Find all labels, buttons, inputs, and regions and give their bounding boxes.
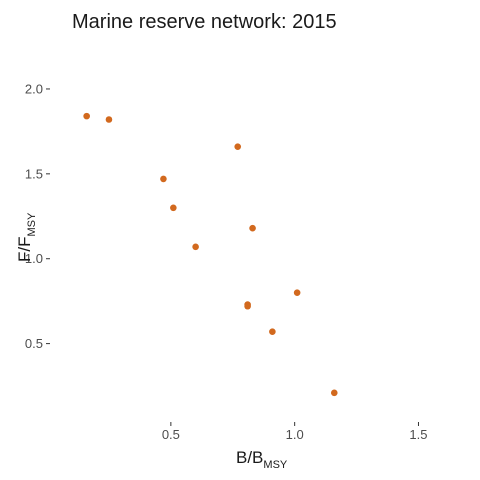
y-tick-label: 2.0 [25,81,43,96]
x-axis: 0.5 1.0 1.5 [162,422,428,442]
data-point [170,204,177,212]
data-point [160,175,167,183]
data-point [293,289,301,296]
data-point [249,224,256,232]
x-tick-label: 0.5 [162,427,180,442]
x-axis-title-main: B/B [236,448,263,467]
chart-title: Marine reserve network: 2015 [72,11,337,33]
x-tick-label: 1.5 [409,427,427,442]
y-axis-title-main: F/F [15,237,34,263]
y-axis-title-sub: MSY [26,212,38,237]
data-points [83,112,338,397]
y-tick-label: 1.0 [25,251,43,266]
y-axis: 0.5 1.0 1.5 2.0 [25,81,50,351]
y-tick-label: 0.5 [25,336,43,351]
x-axis-title: B/BMSY [236,448,288,471]
y-axis-title: F/FMSY [15,212,38,262]
data-point [244,302,251,310]
y-tick-label: 1.5 [25,166,43,181]
data-point [269,328,276,336]
data-point [105,116,113,123]
data-point [330,389,338,397]
data-point [192,243,199,251]
data-point [83,112,90,120]
x-tick-label: 1.0 [286,427,304,442]
x-axis-title-sub: MSY [263,459,288,471]
data-point [234,143,242,150]
